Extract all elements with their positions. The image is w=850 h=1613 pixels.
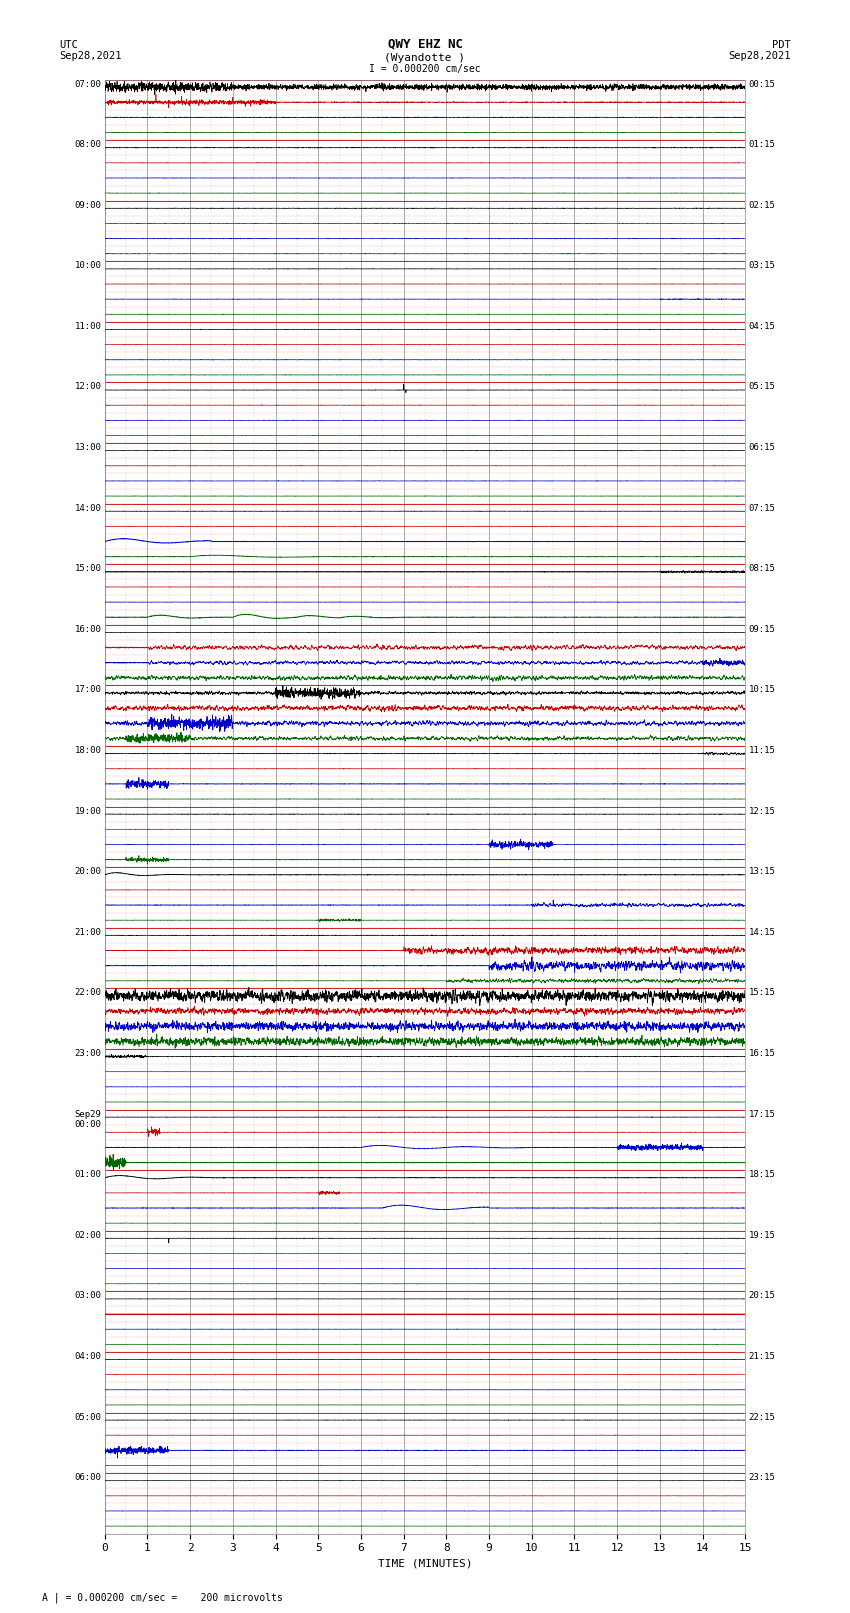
Text: 13:00: 13:00 <box>75 444 101 452</box>
Text: 03:00: 03:00 <box>75 1292 101 1300</box>
Text: A | = 0.000200 cm/sec =    200 microvolts: A | = 0.000200 cm/sec = 200 microvolts <box>42 1592 283 1603</box>
Text: Sep28,2021: Sep28,2021 <box>728 52 791 61</box>
Text: Sep28,2021: Sep28,2021 <box>60 52 122 61</box>
Text: 16:15: 16:15 <box>749 1048 775 1058</box>
Text: 17:15: 17:15 <box>749 1110 775 1118</box>
Text: 14:15: 14:15 <box>749 927 775 937</box>
Text: (Wyandotte ): (Wyandotte ) <box>384 53 466 63</box>
Text: 20:15: 20:15 <box>749 1292 775 1300</box>
Text: 19:00: 19:00 <box>75 806 101 816</box>
X-axis label: TIME (MINUTES): TIME (MINUTES) <box>377 1560 473 1569</box>
Text: 14:00: 14:00 <box>75 503 101 513</box>
Text: 07:00: 07:00 <box>75 79 101 89</box>
Text: 17:00: 17:00 <box>75 686 101 695</box>
Text: 02:00: 02:00 <box>75 1231 101 1240</box>
Text: 00:15: 00:15 <box>749 79 775 89</box>
Text: 04:15: 04:15 <box>749 323 775 331</box>
Text: 11:00: 11:00 <box>75 323 101 331</box>
Text: 15:15: 15:15 <box>749 989 775 997</box>
Text: 23:00: 23:00 <box>75 1048 101 1058</box>
Text: 06:15: 06:15 <box>749 444 775 452</box>
Text: 08:15: 08:15 <box>749 565 775 573</box>
Text: 22:00: 22:00 <box>75 989 101 997</box>
Text: 16:00: 16:00 <box>75 624 101 634</box>
Text: 13:15: 13:15 <box>749 868 775 876</box>
Text: 21:15: 21:15 <box>749 1352 775 1361</box>
Text: 20:00: 20:00 <box>75 868 101 876</box>
Text: 01:15: 01:15 <box>749 140 775 148</box>
Text: 09:15: 09:15 <box>749 624 775 634</box>
Text: 23:15: 23:15 <box>749 1473 775 1482</box>
Text: 02:15: 02:15 <box>749 200 775 210</box>
Text: 12:00: 12:00 <box>75 382 101 392</box>
Text: 22:15: 22:15 <box>749 1413 775 1421</box>
Text: 03:15: 03:15 <box>749 261 775 271</box>
Text: UTC: UTC <box>60 40 78 50</box>
Text: PDT: PDT <box>772 40 791 50</box>
Text: 09:00: 09:00 <box>75 200 101 210</box>
Text: 07:15: 07:15 <box>749 503 775 513</box>
Text: I = 0.000200 cm/sec: I = 0.000200 cm/sec <box>369 65 481 74</box>
Text: 10:00: 10:00 <box>75 261 101 271</box>
Text: 19:15: 19:15 <box>749 1231 775 1240</box>
Text: 21:00: 21:00 <box>75 927 101 937</box>
Text: 11:15: 11:15 <box>749 747 775 755</box>
Text: 05:00: 05:00 <box>75 1413 101 1421</box>
Text: 15:00: 15:00 <box>75 565 101 573</box>
Text: 18:00: 18:00 <box>75 747 101 755</box>
Text: 10:15: 10:15 <box>749 686 775 695</box>
Text: 06:00: 06:00 <box>75 1473 101 1482</box>
Text: 01:00: 01:00 <box>75 1169 101 1179</box>
Text: 04:00: 04:00 <box>75 1352 101 1361</box>
Text: 12:15: 12:15 <box>749 806 775 816</box>
Text: QWY EHZ NC: QWY EHZ NC <box>388 37 462 50</box>
Text: 05:15: 05:15 <box>749 382 775 392</box>
Text: 18:15: 18:15 <box>749 1169 775 1179</box>
Text: Sep29
00:00: Sep29 00:00 <box>75 1110 101 1129</box>
Text: 08:00: 08:00 <box>75 140 101 148</box>
